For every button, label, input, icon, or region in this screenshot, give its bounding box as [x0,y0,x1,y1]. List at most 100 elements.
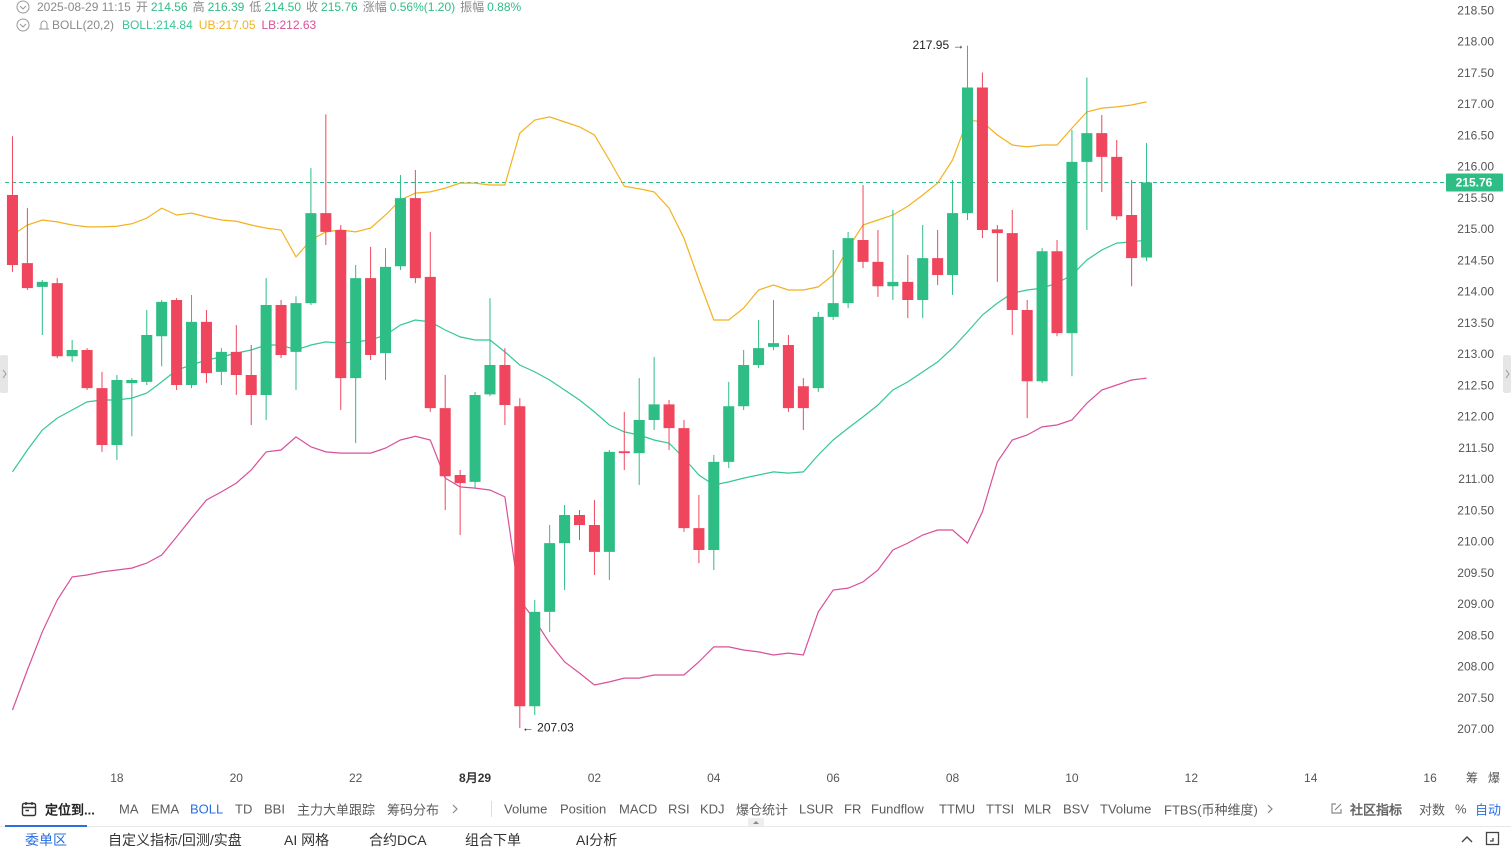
y-tick-label: 218.50 [1457,3,1494,17]
ohlc-header: 2025-08-29 11:15 开 214.56 高 216.39 低 214.50 收 21… [37,0,526,14]
sub-indicator[interactable]: Fundflow [871,801,924,816]
header-field-label: 开 [135,0,148,14]
boll-line [11,377,1147,711]
x-tick-label: 14 [1304,771,1318,785]
candle-body [767,343,780,347]
sub-indicator[interactable]: Position [560,801,607,816]
candle-body [633,420,645,454]
y-tick-label: 215.00 [1457,222,1494,236]
y-tick-label: 208.50 [1457,628,1494,642]
header-field-value: 214.50 [264,0,302,14]
scale-option[interactable]: 对数 [1419,802,1446,817]
sub-indicator[interactable]: TTMU [939,801,976,816]
sub-indicator[interactable]: MLR [1024,801,1052,816]
sub-indicator[interactable]: 爆仓统计 [736,802,789,817]
panel-tab[interactable]: 委单区 [25,831,67,848]
sub-indicator[interactable]: KDJ [700,801,725,816]
y-tick-label: 210.50 [1457,503,1494,517]
sub-indicator[interactable]: TTSI [986,801,1015,816]
panel-tab[interactable]: 组合下单 [465,831,521,848]
left-handle[interactable] [0,355,8,393]
edit-icon[interactable] [1330,802,1343,815]
boll-line [12,101,1147,321]
main-indicator[interactable]: TD [235,801,253,816]
right-handle[interactable] [1503,355,1511,393]
community-indicators[interactable]: 社区指标 [1350,802,1403,817]
candle-body [648,404,660,420]
candle-body [872,261,884,287]
more-arrow[interactable] [1265,803,1275,815]
candle-body [573,515,586,525]
collapse-panel[interactable] [1460,833,1474,845]
x-tick-label: 04 [707,771,721,785]
candle-body [409,198,421,279]
x-tick-label: 8月29 [459,771,491,785]
last-price-tag [1446,173,1503,192]
more-arrow[interactable] [450,803,460,815]
candle-body [797,386,809,409]
x-tick-label: 08 [946,771,960,785]
main-indicator[interactable]: MA [119,801,139,816]
x-tick-label: 16 [1423,771,1437,785]
collapse-icon[interactable] [16,0,30,14]
panel-tab[interactable]: 合约DCA [369,831,427,848]
candle-body [469,395,481,482]
legend-entry: LB:212.63 [261,18,317,32]
header-field-value: 216.39 [207,0,245,14]
y-tick-label: 209.50 [1457,566,1494,580]
x-tick-label: 18 [110,771,124,785]
indicator-toolbar: 定位到... MA EMA BOLL TD BBI 主力大单跟踪 筹码分布 Volume Posi… [0,795,1511,822]
main-indicator[interactable]: EMA [151,801,180,816]
divider [491,801,492,817]
main-indicator[interactable]: 主力大单跟踪 [297,802,376,817]
scale-option[interactable]: % [1455,801,1467,816]
candle-body [514,406,526,707]
main-indicator[interactable]: BOLL [190,801,224,816]
sub-indicator[interactable]: FTBS(币种维度) [1164,802,1258,817]
scale-option[interactable]: 自动 [1475,802,1502,817]
candle-body [782,345,794,409]
sub-indicator[interactable]: FR [844,801,862,816]
sub-indicator[interactable]: TVolume [1100,801,1152,816]
candle-body [842,238,854,304]
y-tick-label: 214.50 [1457,253,1494,267]
sub-indicator[interactable]: LSUR [799,801,834,816]
locate-button[interactable]: 定位到... [45,802,95,817]
candle-body [723,406,735,462]
legend-entry: BOLL:214.84 [122,18,193,32]
y-tick-label: 211.50 [1458,441,1494,455]
panel-tab[interactable]: 自定义指标/回测/实盘 [108,831,242,848]
candle-body [887,281,899,287]
candle-body [275,305,287,355]
sub-indicator[interactable]: BSV [1063,801,1090,816]
candle-body [51,283,63,357]
sub-indicator[interactable]: Volume [504,801,548,816]
candle-body [141,335,153,382]
alert-bell-icon[interactable] [39,20,49,30]
candle-body [1006,233,1018,310]
panel-tab[interactable]: AI分析 [576,831,618,848]
candle-body [156,301,168,337]
sub-indicator[interactable]: MACD [619,801,658,816]
collapse-icon[interactable] [16,18,30,32]
candle-body [484,365,496,395]
main-indicator[interactable]: BBI [264,801,285,816]
candle-body [1141,182,1153,258]
panel-tab[interactable]: AI 网格 [284,831,330,848]
main-indicator[interactable]: 筹码分布 [387,802,440,817]
header-field-value: 0.56%(1.20) [389,0,456,14]
calendar-icon[interactable] [21,801,37,817]
candle-body [1111,156,1123,217]
extreme-annotation: ← 207.03 [522,720,574,734]
tabs-border [0,826,1511,827]
popout-panel[interactable] [1485,831,1500,846]
expand-handle[interactable] [748,818,764,826]
y-tick-label: 212.50 [1457,378,1494,392]
candle-body [499,365,511,405]
candle-body [1066,161,1078,334]
last-price-label: 215.76 [1456,176,1493,190]
axis-side-label: 爆 [1488,771,1500,785]
sub-indicator[interactable]: RSI [668,801,690,816]
candle-body [1021,310,1033,382]
y-tick-label: 211.00 [1458,472,1494,486]
